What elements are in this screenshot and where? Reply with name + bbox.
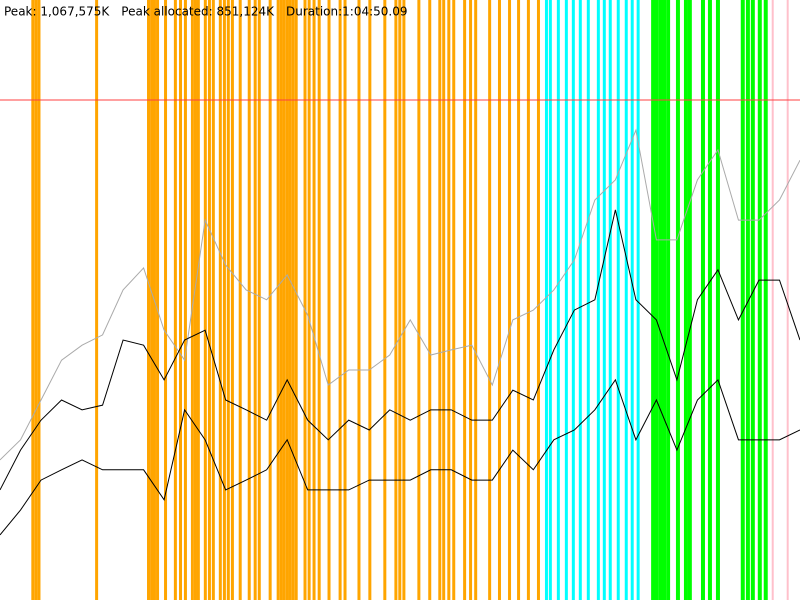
peak-label: Peak: 1,067,575K — [4, 5, 110, 19]
header: Peak: 1,067,575K Peak allocated: 851,124… — [4, 5, 408, 19]
events-layer — [31, 0, 789, 600]
series-line — [0, 209, 800, 491]
series-line — [0, 128, 800, 461]
lines-layer — [0, 99, 800, 536]
duration-label: Duration:1:04:50.09 — [286, 5, 408, 19]
peak-allocated-label: Peak allocated: 851,124K — [121, 5, 275, 19]
series-line — [0, 378, 800, 536]
